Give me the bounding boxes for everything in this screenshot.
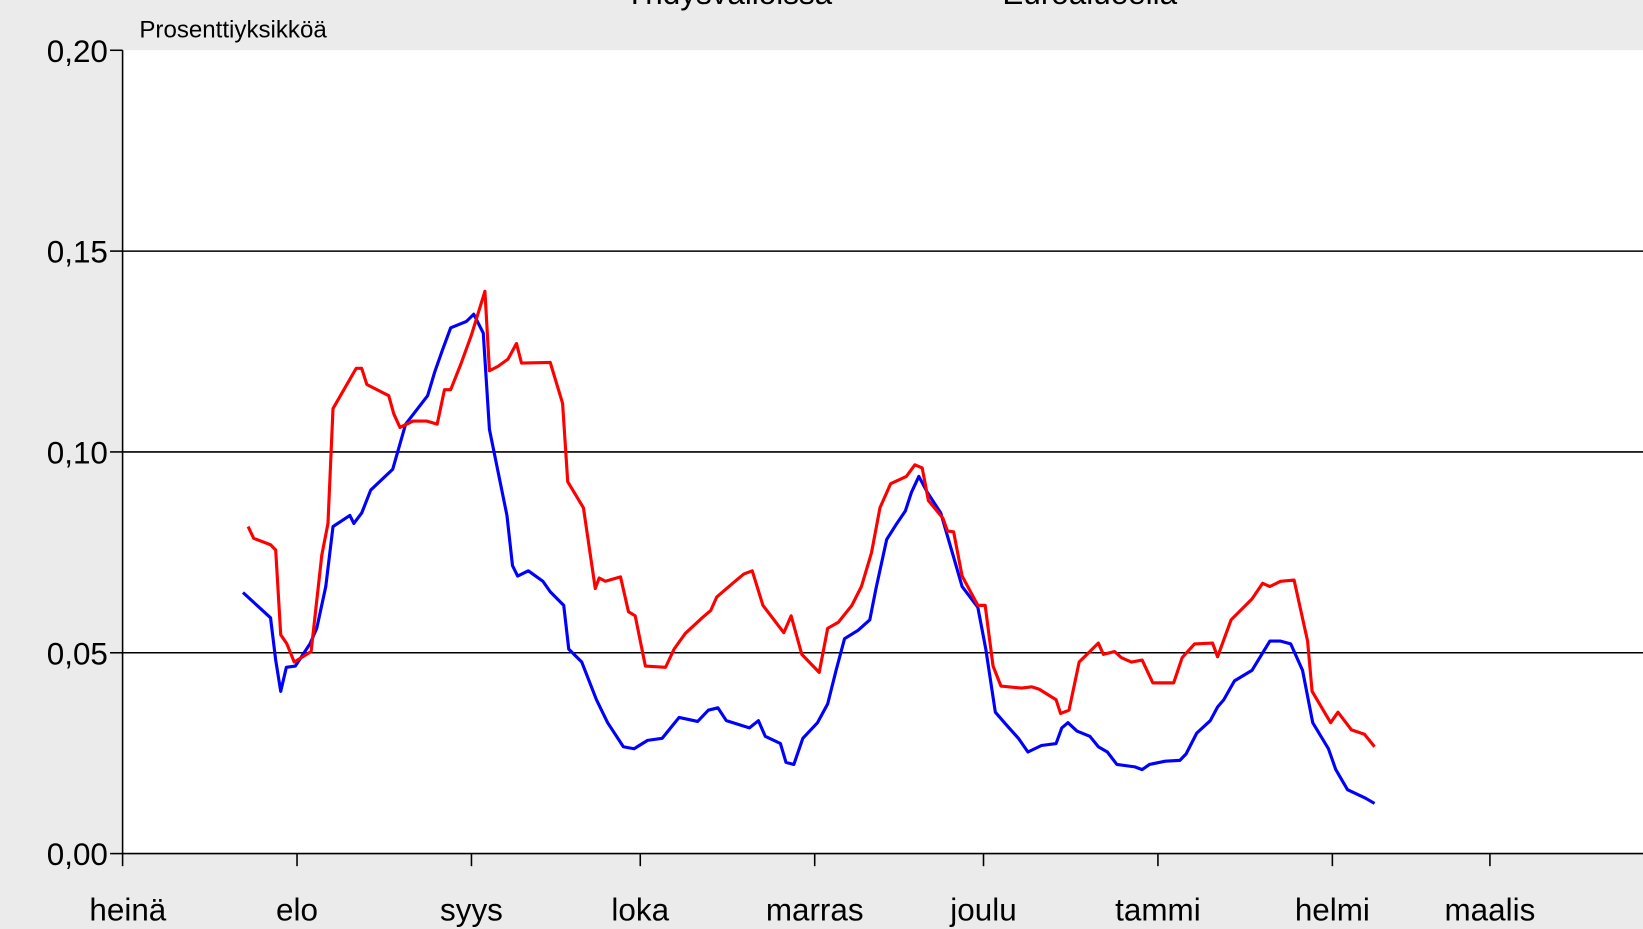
y-tick-label: 0,00 xyxy=(47,837,108,872)
series-line xyxy=(246,289,1376,748)
x-tick-label: syys xyxy=(440,893,503,928)
y-tick-label: 0,20 xyxy=(47,34,108,69)
series-line xyxy=(241,312,1376,805)
x-tick-label: helmi xyxy=(1295,893,1370,928)
legend-label: Euroalueella xyxy=(1002,0,1177,11)
x-tick-label: joulu xyxy=(949,893,1016,928)
x-tick-label: maalis xyxy=(1445,893,1536,928)
y-tick-label: 0,15 xyxy=(47,235,108,270)
y-tick-label: 0,05 xyxy=(47,636,108,671)
y-axis-label: Prosenttiyksikköä xyxy=(139,17,327,44)
x-tick-label: loka xyxy=(611,893,669,928)
y-tick-label: 0,10 xyxy=(47,435,108,470)
x-tick-label: heinä xyxy=(89,893,166,928)
legend-label: Yhdysvalloissa xyxy=(624,0,832,11)
x-tick-label: tammi xyxy=(1115,893,1201,928)
x-tick-label: marras xyxy=(766,893,864,928)
x-tick-label: elo xyxy=(276,893,318,928)
